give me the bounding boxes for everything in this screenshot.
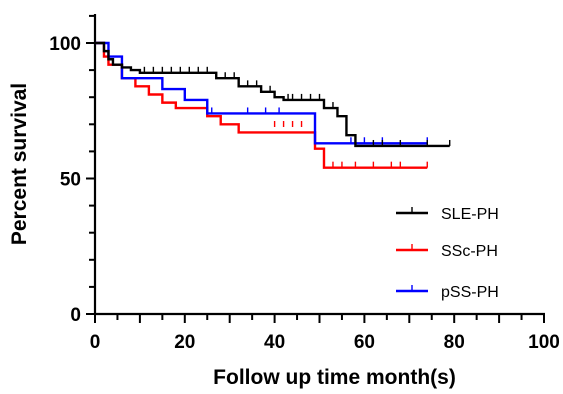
legend-label: pSS-PH [441, 284, 499, 301]
legend: SLE-PH SSc-PH pSS-PH [396, 206, 499, 301]
series-group [95, 41, 451, 169]
y-axis-title: Percent survival [8, 83, 31, 245]
x-tick-label: 100 [528, 332, 560, 353]
survival-curve [95, 41, 428, 145]
legend-label: SLE-PH [441, 206, 499, 223]
x-tick-label: 60 [354, 332, 375, 353]
series-pSS-PH [95, 41, 428, 145]
axes [93, 14, 545, 316]
legend-item: pSS-PH [396, 284, 499, 301]
legend-label: SSc-PH [441, 243, 498, 260]
x-tick-label: 40 [264, 332, 285, 353]
y-tick-label: 100 [49, 34, 81, 55]
y-ticks: 0 50 100 [49, 14, 95, 326]
survival-curve [95, 41, 450, 148]
legend-item: SLE-PH [396, 206, 499, 223]
x-tick-label: 0 [90, 332, 101, 353]
x-tick-label: 80 [444, 332, 465, 353]
x-tick-label: 20 [174, 332, 195, 353]
survival-curve [95, 41, 428, 169]
series-SLE-PH [95, 41, 451, 148]
y-tick-label: 0 [70, 305, 81, 326]
series-SSc-PH [95, 41, 428, 169]
x-ticks: 0 20 40 60 80 100 [90, 314, 560, 353]
legend-item: SSc-PH [396, 243, 498, 260]
y-tick-label: 50 [60, 170, 81, 191]
x-axis-title: Follow up time month(s) [213, 366, 456, 389]
